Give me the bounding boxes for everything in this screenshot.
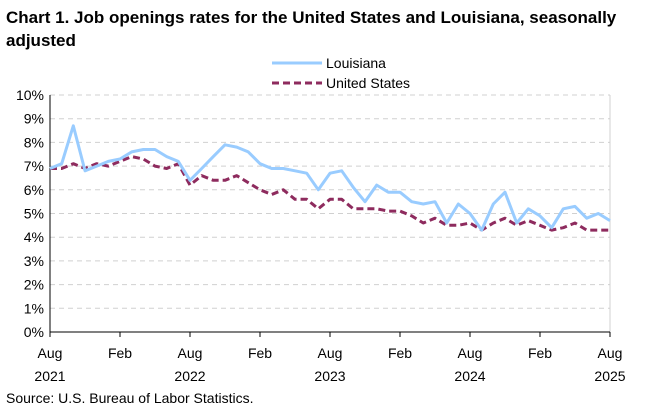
- y-tick-label: 1%: [24, 300, 44, 316]
- source-note: Source: U.S. Bureau of Labor Statistics.: [6, 390, 254, 406]
- series-line-louisiana: [49, 124, 611, 232]
- x-tick-year-label: 2024: [454, 368, 485, 384]
- y-tick-label: 0%: [24, 324, 44, 340]
- legend-label: Louisiana: [326, 55, 386, 71]
- x-tick-year-label: 2023: [314, 368, 345, 384]
- x-tick-label: Aug: [38, 345, 63, 361]
- y-tick-label: 7%: [24, 158, 44, 174]
- y-tick-label: 9%: [24, 111, 44, 127]
- x-tick-label: Feb: [248, 345, 272, 361]
- x-tick-label: Feb: [388, 345, 412, 361]
- y-tick-label: 6%: [24, 182, 44, 198]
- x-tick-label: Aug: [598, 345, 623, 361]
- x-tick-label: Feb: [108, 345, 132, 361]
- x-tick-year-label: 2021: [34, 368, 65, 384]
- y-tick-label: 3%: [24, 253, 44, 269]
- y-tick-label: 5%: [24, 206, 44, 222]
- x-tick-label: Aug: [458, 345, 483, 361]
- y-tick-label: 8%: [24, 134, 44, 150]
- x-tick-year-label: 2025: [594, 368, 625, 384]
- y-tick-label: 2%: [24, 277, 44, 293]
- x-tick-year-label: 2022: [174, 368, 205, 384]
- y-tick-label: 4%: [24, 229, 44, 245]
- chart-title: Chart 1. Job openings rates for the Unit…: [6, 8, 617, 50]
- legend-label: United States: [326, 75, 410, 91]
- y-tick-label: 10%: [16, 87, 44, 103]
- x-tick-label: Aug: [318, 345, 343, 361]
- x-tick-label: Feb: [528, 345, 552, 361]
- x-tick-label: Aug: [178, 345, 203, 361]
- series-line-united-states: [50, 155, 610, 232]
